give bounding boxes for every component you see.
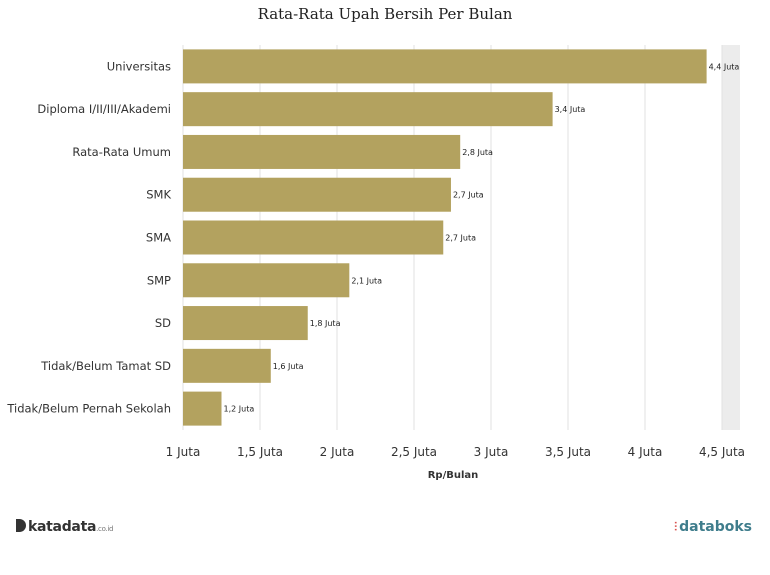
category-label: SMK xyxy=(146,188,171,202)
bar[interactable] xyxy=(183,92,553,127)
overflow-band xyxy=(722,45,740,430)
databoks-brand: databoks xyxy=(679,519,752,535)
katadata-logo: katadata.co.id xyxy=(16,519,113,535)
category-label: Rata-Rata Umum xyxy=(72,145,171,159)
data-label: 3,4 Juta xyxy=(555,105,586,114)
x-tick-label: 4,5 Juta xyxy=(699,445,745,459)
x-tick-label: 4 Juta xyxy=(628,445,663,459)
x-tick-label: 2 Juta xyxy=(320,445,355,459)
x-tick-label: 1,5 Juta xyxy=(237,445,283,459)
category-label: Diploma I/II/III/Akademi xyxy=(37,102,171,116)
category-label: SMP xyxy=(147,273,171,287)
category-label: Tidak/Belum Tamat SD xyxy=(40,359,171,373)
x-tick-label: 2,5 Juta xyxy=(391,445,437,459)
data-label: 2,1 Juta xyxy=(351,276,382,285)
katadata-domain: .co.id xyxy=(96,525,114,533)
bar[interactable] xyxy=(183,134,461,169)
category-labels: Universitas Diploma I/II/III/Akademi Rata-… xyxy=(6,59,171,415)
data-label: 2,7 Juta xyxy=(445,234,476,243)
x-tick-label: 3,5 Juta xyxy=(545,445,591,459)
bar[interactable] xyxy=(183,306,308,341)
x-tick-label: 1 Juta xyxy=(166,445,201,459)
data-label: 2,8 Juta xyxy=(462,148,493,157)
data-label: 4,4 Juta xyxy=(709,62,740,71)
data-label: 1,8 Juta xyxy=(310,319,341,328)
data-label: 1,2 Juta xyxy=(224,405,255,414)
x-axis-title: Rp/Bulan xyxy=(428,470,479,481)
tick-labels: 1 Juta 1,5 Juta 2 Juta 2,5 Juta 3 Juta 3,5 Ju… xyxy=(166,445,745,459)
bar[interactable] xyxy=(183,177,451,212)
bar-layer: 4,4 Juta 3,4 Juta 2,8 Juta 2,7 Juta 2,7 Juta… xyxy=(183,49,740,426)
bar[interactable] xyxy=(183,348,271,383)
category-label: Tidak/Belum Pernah Sekolah xyxy=(6,402,171,416)
databoks-logo-icon: ⫶ xyxy=(674,520,678,534)
chart-title: Rata-Rata Upah Bersih Per Bulan xyxy=(257,5,513,23)
katadata-brand: katadata xyxy=(28,519,97,535)
databoks-logo: ⫶ databoks xyxy=(674,519,752,535)
bar[interactable] xyxy=(183,391,222,426)
x-tick-label: 3 Juta xyxy=(474,445,509,459)
data-label: 1,6 Juta xyxy=(273,362,304,371)
data-label: 2,7 Juta xyxy=(453,191,484,200)
bar[interactable] xyxy=(183,220,444,255)
katadata-logo-icon xyxy=(16,519,26,532)
bar-chart: 4,4 Juta 3,4 Juta 2,8 Juta 2,7 Juta 2,7 Juta… xyxy=(6,45,745,481)
category-label: SMA xyxy=(146,231,171,245)
category-label: SD xyxy=(155,316,171,330)
category-label: Universitas xyxy=(107,59,171,73)
bar[interactable] xyxy=(183,49,707,84)
bar[interactable] xyxy=(183,263,350,298)
